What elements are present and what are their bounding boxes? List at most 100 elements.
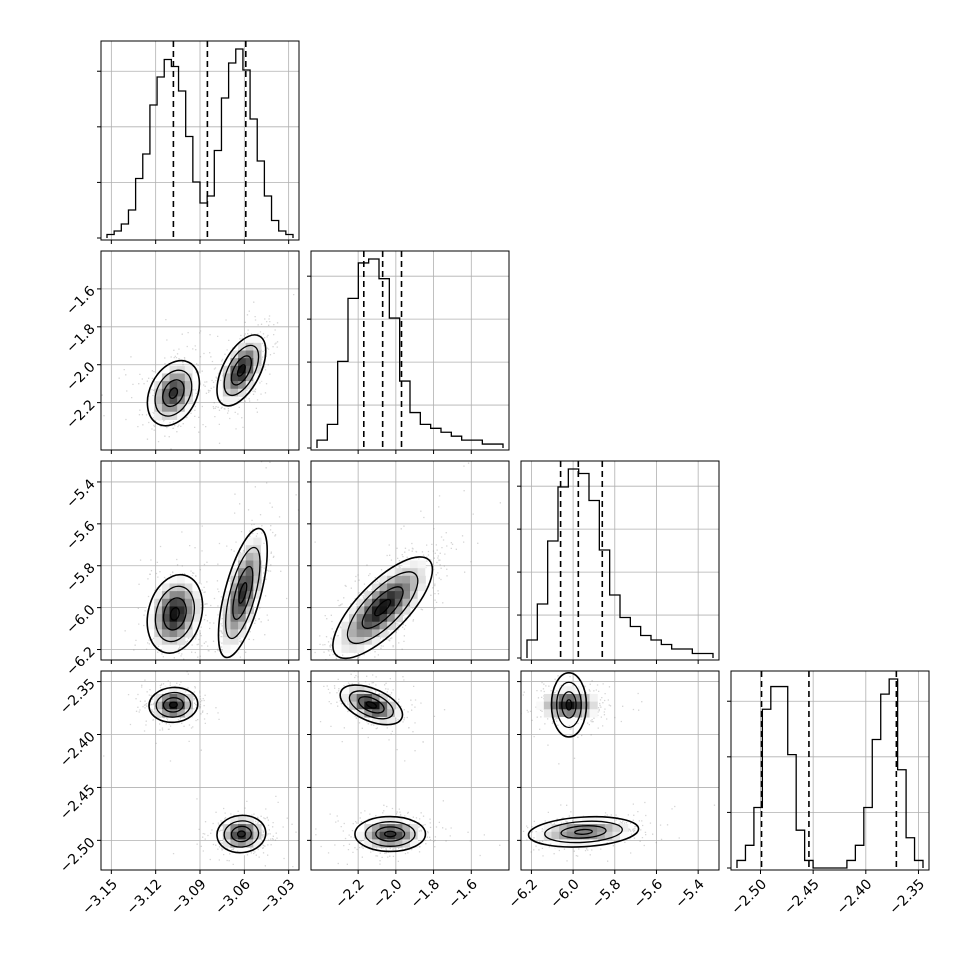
density-cell: [364, 644, 373, 653]
density-cell: [222, 831, 232, 840]
density-cell: [154, 709, 163, 718]
density-cell: [559, 686, 568, 695]
density-cell: [356, 709, 365, 718]
density-cell: [387, 598, 396, 608]
density-cell: [245, 373, 254, 382]
density-cell: [161, 629, 171, 638]
density-cell: [253, 839, 262, 848]
density-cell: [238, 350, 247, 359]
density-cell: [192, 606, 201, 615]
density-cell: [161, 701, 171, 710]
density-cell: [417, 560, 426, 569]
density-cell: [394, 575, 403, 585]
density-cell: [581, 824, 591, 833]
contour-level: [168, 701, 178, 709]
axes-frame: [520, 670, 720, 871]
density-cell: [245, 614, 254, 623]
density-cell: [161, 598, 171, 608]
density-cell: [253, 335, 262, 344]
density-cell: [230, 637, 239, 646]
density-cell: [410, 575, 419, 585]
histogram-panel-3: [727, 670, 930, 871]
density-cell: [230, 621, 239, 630]
density-cell: [349, 644, 358, 653]
density-cell: [379, 583, 388, 592]
density-cell: [536, 701, 545, 710]
axes-frame: [310, 250, 510, 451]
density-cell: [238, 552, 247, 562]
contour-level: [550, 671, 588, 738]
density-cell: [371, 598, 381, 608]
density-cell: [161, 614, 171, 623]
x-tick-label: −6.2: [506, 876, 541, 911]
density-cell: [559, 701, 568, 710]
density-cell: [387, 716, 396, 726]
density-cell: [379, 831, 388, 840]
density-cell: [169, 644, 178, 653]
density-cell: [402, 560, 411, 569]
density-panel-0-3: [101, 671, 299, 870]
contour-level: [232, 565, 254, 621]
density-cell: [379, 709, 388, 718]
x-tick-label: −2.40: [834, 876, 876, 918]
density-cell: [417, 591, 426, 600]
density-cell: [543, 709, 553, 718]
density-cell: [333, 644, 343, 653]
density-cell: [253, 373, 262, 382]
x-tick-label: −2.0: [370, 876, 405, 911]
contour-level: [527, 815, 640, 848]
density-cell: [589, 831, 598, 840]
density-cell: [215, 831, 224, 840]
density-cell: [371, 629, 381, 638]
density-cell: [379, 606, 388, 615]
density-cell: [589, 816, 598, 825]
contour-level: [561, 691, 577, 719]
density-cell: [356, 644, 365, 653]
density-cell: [146, 606, 155, 615]
density-cell: [349, 629, 358, 638]
density-cell: [379, 716, 388, 726]
density-cell: [245, 839, 254, 848]
density-cell: [215, 388, 224, 398]
density-cell: [253, 552, 262, 562]
density-cell: [230, 644, 239, 653]
density-cell: [394, 591, 403, 600]
density-panel-1-2: [311, 461, 509, 660]
density-cell: [341, 637, 350, 646]
contour-level: [238, 582, 248, 604]
density-cell: [387, 621, 396, 630]
density-cell: [543, 701, 553, 710]
y-tick-label: −2.2: [63, 397, 98, 432]
contour-level: [225, 546, 261, 640]
density-cell: [184, 583, 193, 592]
density-cell: [184, 598, 193, 608]
contour-level: [236, 830, 246, 838]
x-tick-label: −2.2: [332, 876, 367, 911]
density-cell: [245, 824, 254, 833]
contour-level: [364, 821, 416, 847]
density-cell: [597, 824, 606, 833]
density-cell: [238, 568, 247, 577]
density-cell: [245, 552, 254, 562]
density-cell: [341, 644, 350, 653]
density-cell: [184, 373, 193, 382]
contour-level: [361, 586, 404, 630]
density-cell: [543, 693, 553, 703]
density-cell: [161, 693, 171, 703]
density-cell: [245, 816, 254, 825]
density-cell: [356, 606, 365, 615]
scatter-points: [103, 671, 299, 868]
density-cell: [169, 411, 178, 420]
contour-level: [357, 696, 385, 714]
contour-level: [230, 825, 252, 843]
density-cell: [161, 583, 171, 592]
density-cell: [551, 824, 560, 833]
density-cell: [581, 831, 591, 840]
density-cell: [379, 839, 388, 848]
density-cell: [222, 839, 232, 848]
density-cell: [394, 816, 403, 825]
density-cell: [177, 411, 186, 420]
scatter-points: [314, 461, 501, 660]
density-cell: [371, 637, 381, 646]
x-tick-label: −5.8: [589, 876, 624, 911]
